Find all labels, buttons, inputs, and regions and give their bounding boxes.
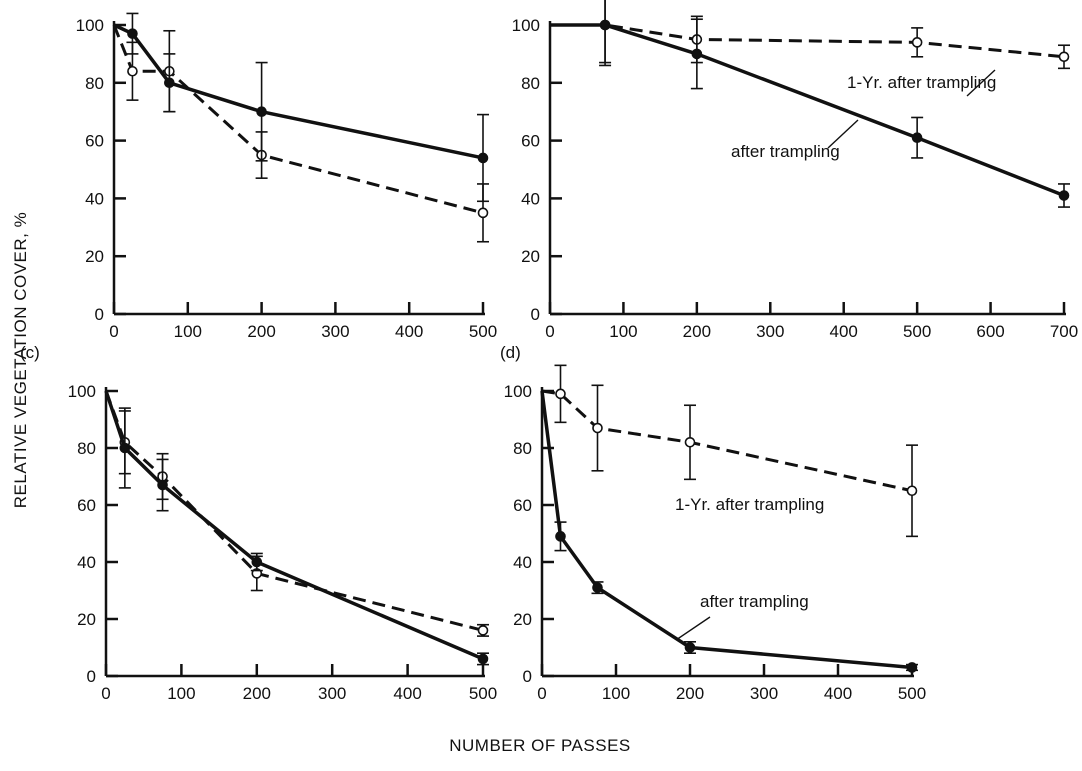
y-tick-label: 60 xyxy=(85,132,104,151)
y-tick-label: 80 xyxy=(521,74,540,93)
x-tick-label: 500 xyxy=(898,684,926,703)
x-tick-label: 0 xyxy=(537,684,546,703)
annotation-label: after trampling xyxy=(700,592,809,611)
y-tick-label: 0 xyxy=(87,667,96,686)
y-tick-label: 20 xyxy=(521,247,540,266)
x-tick-label: 100 xyxy=(167,684,195,703)
x-axis-title: NUMBER OF PASSES xyxy=(449,736,631,755)
y-tick-label: 100 xyxy=(76,16,104,35)
y-tick-label: 40 xyxy=(521,189,540,208)
annotation-leader xyxy=(827,119,859,149)
x-tick-label: 0 xyxy=(101,684,110,703)
annotation-label: 1-Yr. after trampling xyxy=(675,495,824,514)
data-point-filled xyxy=(477,653,489,665)
y-tick-label: 40 xyxy=(77,553,96,572)
x-tick-label: 400 xyxy=(830,322,858,341)
data-point-filled xyxy=(127,28,138,39)
data-point-filled xyxy=(599,19,611,31)
y-tick-label: 80 xyxy=(77,439,96,458)
y-tick-label: 80 xyxy=(85,74,104,93)
x-tick-label: 300 xyxy=(318,684,346,703)
series-after-line xyxy=(104,390,484,661)
annotation-leader xyxy=(966,69,996,97)
data-point-open xyxy=(477,207,489,219)
x-tick-label: 300 xyxy=(756,322,784,341)
data-point-filled xyxy=(911,132,923,144)
x-tick-label: 100 xyxy=(174,322,202,341)
data-point-filled xyxy=(256,106,267,117)
x-tick-label: 700 xyxy=(1050,322,1078,341)
data-point-filled xyxy=(684,642,696,653)
x-tick-label: 100 xyxy=(602,684,630,703)
x-tick-label: 400 xyxy=(393,684,421,703)
data-point-filled xyxy=(555,531,566,542)
x-tick-label: 200 xyxy=(247,322,275,341)
x-tick-label: 600 xyxy=(976,322,1004,341)
y-tick-label: 0 xyxy=(531,305,540,324)
x-tick-label: 500 xyxy=(903,322,931,341)
y-tick-label: 100 xyxy=(512,16,540,35)
data-point-open xyxy=(684,436,696,448)
data-point-filled xyxy=(1058,190,1070,201)
y-tick-label: 40 xyxy=(513,553,532,572)
x-tick-label: 300 xyxy=(321,322,349,341)
y-tick-label: 20 xyxy=(513,610,532,629)
x-tick-label: 100 xyxy=(609,322,637,341)
data-point-open xyxy=(1058,51,1070,63)
data-point-filled xyxy=(251,556,263,568)
y-tick-label: 40 xyxy=(85,189,104,208)
annotation-leader xyxy=(675,616,711,641)
series-1yr-after-line xyxy=(550,23,1065,59)
data-point-open xyxy=(555,388,566,400)
annotation-label: 1-Yr. after trampling xyxy=(847,73,996,92)
x-tick-label: 500 xyxy=(469,684,497,703)
x-tick-label: 400 xyxy=(824,684,852,703)
data-point-open xyxy=(477,625,489,636)
y-tick-label: 80 xyxy=(513,439,532,458)
x-tick-label: 200 xyxy=(676,684,704,703)
data-point-open xyxy=(906,485,918,497)
panel-label: (c) xyxy=(20,343,40,362)
y-tick-label: 60 xyxy=(77,496,96,515)
series-after-line xyxy=(550,23,1065,198)
y-tick-label: 100 xyxy=(68,382,96,401)
x-tick-label: 300 xyxy=(750,684,778,703)
y-axis-title: RELATIVE VEGETATION COVER, % xyxy=(11,212,30,508)
x-tick-label: 400 xyxy=(395,322,423,341)
y-tick-label: 100 xyxy=(504,382,532,401)
x-tick-label: 0 xyxy=(545,322,554,341)
x-tick-label: 200 xyxy=(243,684,271,703)
data-point-open xyxy=(592,422,603,434)
panel-label: (d) xyxy=(500,343,521,362)
panel-4: 0 100 200 300 400 500 0 20 40 60 80 100 (d) 1-Yr. aft… xyxy=(500,343,926,703)
panel-3: 0 100 200 300 400 500 0 20 40 60 80 100 (c) xyxy=(20,343,497,703)
data-point-filled xyxy=(119,442,131,454)
y-tick-label: 20 xyxy=(77,610,96,629)
y-tick-label: 0 xyxy=(95,305,104,324)
data-point-filled xyxy=(477,152,489,164)
y-tick-label: 0 xyxy=(523,667,532,686)
panel-2: 0 100 200 300 400 500 600 700 0 20 40 60 80 100 1-Yr. … xyxy=(512,0,1078,341)
data-point-open xyxy=(911,37,923,48)
data-point-open xyxy=(127,65,138,77)
annotation-label: after trampling xyxy=(731,142,840,161)
data-point-filled xyxy=(157,479,168,491)
y-tick-label: 20 xyxy=(85,247,104,266)
panel-1: 0 100 200 300 400 500 0 20 40 60 80 100 xyxy=(76,12,497,341)
x-tick-label: 500 xyxy=(469,322,497,341)
data-point-filled xyxy=(906,662,918,673)
x-tick-label: 200 xyxy=(683,322,711,341)
data-point-filled xyxy=(164,77,175,89)
y-tick-label: 60 xyxy=(521,132,540,151)
data-point-filled xyxy=(592,582,603,593)
data-point-filled xyxy=(691,48,703,60)
x-tick-label: 0 xyxy=(109,322,118,341)
y-tick-label: 60 xyxy=(513,496,532,515)
